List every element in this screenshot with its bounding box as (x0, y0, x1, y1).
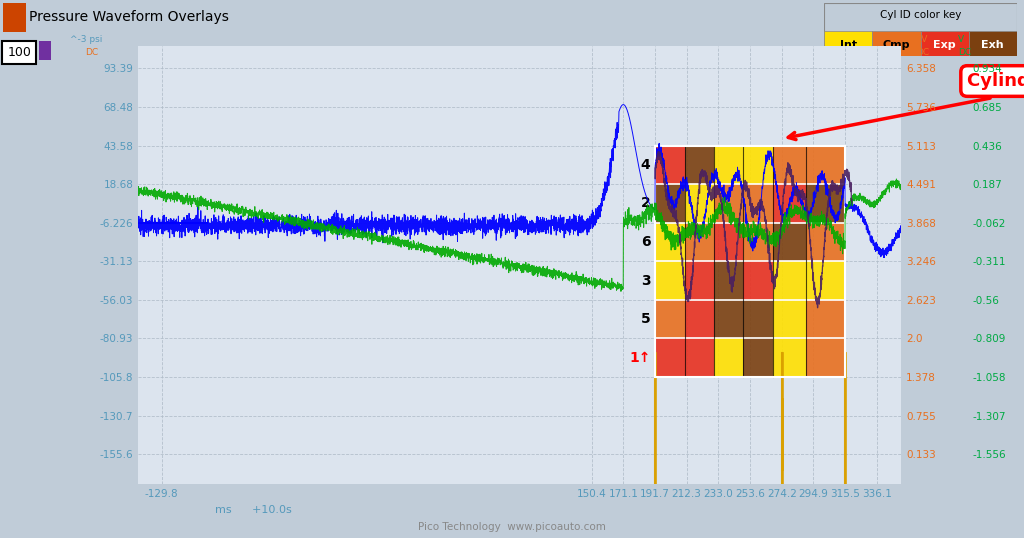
Bar (806, 300, 845, 338)
Bar (655, 184, 684, 223)
Bar (872, 31, 921, 56)
Bar (655, 261, 684, 300)
Text: Pico Technology  www.picoauto.com: Pico Technology www.picoauto.com (418, 522, 606, 532)
FancyBboxPatch shape (2, 41, 36, 65)
Text: V: V (958, 34, 965, 44)
Bar (684, 300, 714, 338)
Bar (714, 223, 743, 261)
Bar (806, 261, 845, 300)
Text: 5: 5 (641, 312, 650, 326)
Bar (773, 300, 806, 338)
Bar (743, 338, 773, 377)
Bar (655, 146, 684, 184)
Bar (684, 261, 714, 300)
Bar (773, 338, 806, 377)
Bar (655, 338, 684, 377)
Text: 1↑: 1↑ (629, 351, 650, 365)
Bar (714, 261, 743, 300)
Bar (806, 146, 845, 184)
Text: DC: DC (85, 48, 98, 56)
Bar (714, 184, 743, 223)
Text: 4: 4 (641, 158, 650, 172)
Text: 2: 2 (641, 196, 650, 210)
Bar (655, 146, 845, 377)
Text: DC: DC (958, 48, 972, 56)
Bar (684, 184, 714, 223)
Bar (684, 338, 714, 377)
Bar (743, 184, 773, 223)
Text: Cyl ID color key: Cyl ID color key (880, 10, 962, 19)
FancyBboxPatch shape (3, 3, 26, 32)
Bar (921, 31, 969, 56)
Text: kV: kV (916, 34, 928, 44)
Text: 6: 6 (641, 235, 650, 249)
Bar (806, 223, 845, 261)
Text: 3: 3 (641, 274, 650, 288)
Bar (684, 223, 714, 261)
Text: Cylinder three misfire: Cylinder three misfire (788, 72, 1024, 139)
Text: Exp: Exp (933, 40, 956, 49)
Bar (969, 31, 1017, 56)
Text: DC: DC (916, 48, 930, 56)
Text: Int: Int (840, 40, 857, 49)
Bar (655, 223, 684, 261)
Bar (806, 338, 845, 377)
Text: ^-3 psi: ^-3 psi (70, 34, 102, 44)
Bar (773, 184, 806, 223)
Text: Exh: Exh (981, 40, 1005, 49)
Bar (714, 338, 743, 377)
Bar (684, 146, 714, 184)
Text: +10.0s: +10.0s (245, 505, 292, 515)
Text: Cmp: Cmp (883, 40, 910, 49)
Bar (743, 300, 773, 338)
Text: ms: ms (215, 505, 231, 515)
Bar (773, 223, 806, 261)
Bar (824, 31, 872, 56)
Bar (714, 300, 743, 338)
Bar (773, 146, 806, 184)
Bar (743, 261, 773, 300)
Bar (743, 146, 773, 184)
Bar (743, 223, 773, 261)
Bar (714, 146, 743, 184)
Bar (806, 184, 845, 223)
Text: 100: 100 (7, 46, 32, 59)
Text: Pressure Waveform Overlays: Pressure Waveform Overlays (29, 10, 228, 25)
Bar (773, 261, 806, 300)
Bar (655, 300, 684, 338)
